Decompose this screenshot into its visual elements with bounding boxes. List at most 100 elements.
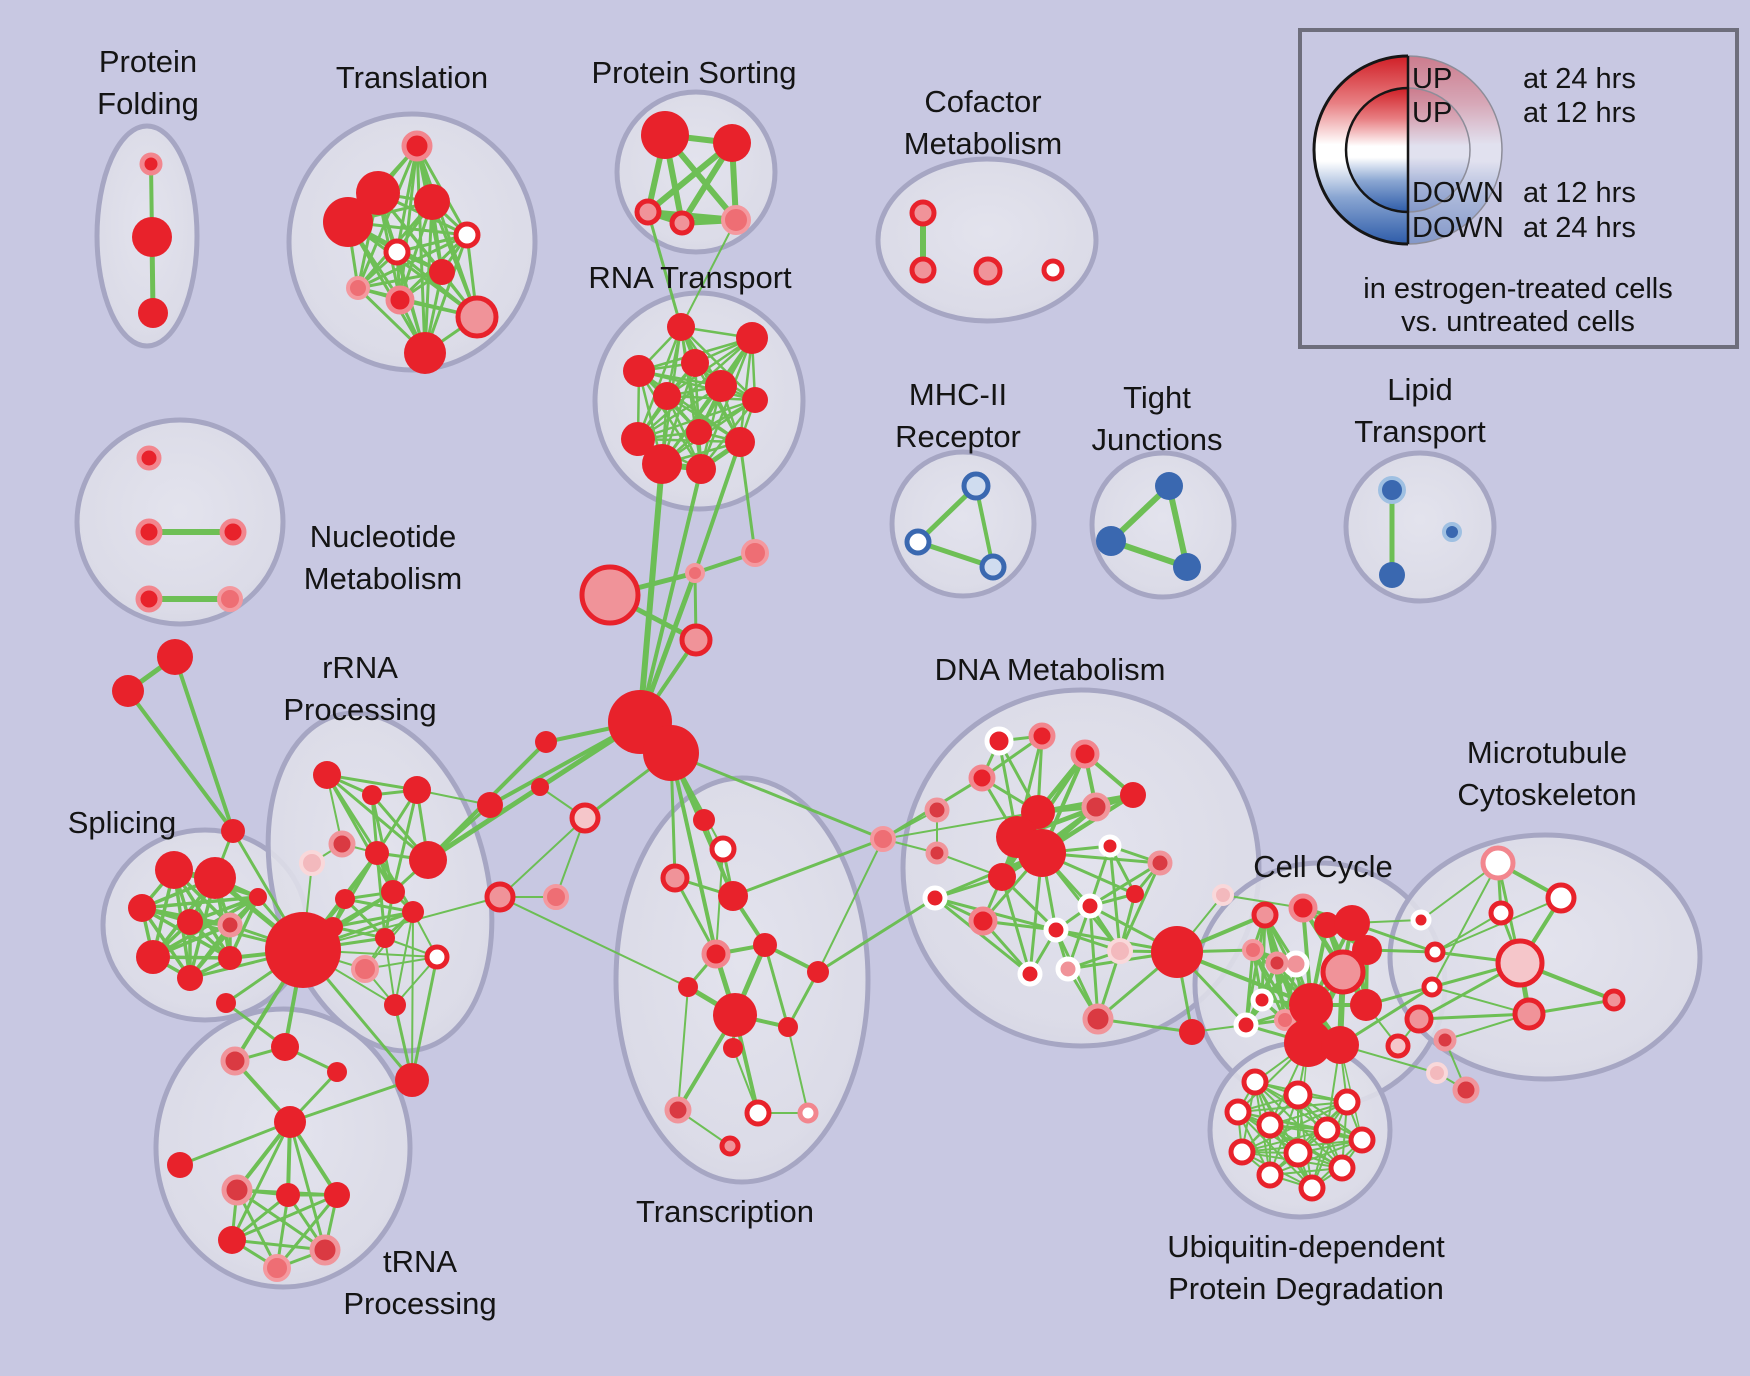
network-node-rr7 [409, 841, 447, 879]
network-node-rc2 [685, 563, 705, 583]
cluster-ellipse-lipid-transport [1343, 450, 1497, 604]
cluster-label-trna-processing: tRNA [383, 1244, 457, 1279]
network-node-t1 [167, 1152, 193, 1178]
network-node-dm4 [968, 764, 996, 792]
network-node-rt4 [623, 355, 655, 387]
network-node-dm14 [1147, 850, 1173, 876]
network-node-dm3 [1070, 739, 1100, 769]
cluster-label-ubiquitin-degradation: Protein Degradation [1168, 1271, 1444, 1306]
network-node-tl2 [356, 171, 400, 215]
network-node-ps3 [634, 198, 662, 226]
network-edge [933, 896, 1032, 976]
network-node-sp1 [155, 851, 193, 889]
network-edge [499, 817, 586, 898]
network-node-dm16 [922, 885, 948, 911]
network-edge [1311, 1101, 1348, 1189]
network-node-dm17 [968, 906, 998, 936]
legend-direction-label: UP [1412, 63, 1452, 95]
network-node-cc13 [1274, 1009, 1296, 1031]
legend-inner-left-arc [1344, 86, 1409, 214]
network-node-rt8 [686, 419, 712, 445]
network-node-dm7 [1120, 782, 1146, 808]
legend-direction-label: DOWN [1412, 212, 1504, 244]
network-edge [1417, 1012, 1531, 1021]
network-node-tl3 [414, 184, 450, 220]
network-node-ub3 [1333, 1088, 1361, 1116]
network-node-dm23 [1082, 1003, 1114, 1035]
network-edge [1431, 986, 1530, 1015]
network-node-cc2 [1251, 901, 1279, 929]
network-edge [665, 336, 754, 398]
network-edge [679, 325, 757, 402]
network-node-cc9 [1242, 939, 1264, 961]
network-node-tj2 [1096, 526, 1126, 556]
network-node-cc5 [1334, 905, 1370, 941]
network-node-ub2 [1283, 1080, 1313, 1110]
network-node-sp2 [194, 857, 236, 899]
network-node-cc7 [1320, 949, 1366, 995]
network-node-rt5 [653, 382, 681, 410]
network-node-rr14 [351, 955, 379, 983]
network-node-nm3 [219, 518, 247, 546]
network-node-cc20 [1426, 1062, 1448, 1084]
network-edge [763, 943, 790, 1029]
network-node-cc10 [1265, 951, 1289, 975]
cluster-label-rrna-processing: rRNA [322, 650, 398, 685]
network-edge [669, 751, 718, 956]
network-node-cc4 [1314, 912, 1340, 938]
legend-time-label: at 24 hrs [1523, 63, 1636, 95]
network-node-mh2 [904, 528, 932, 556]
network-edge [230, 1120, 292, 1242]
legend-direction-label: UP [1412, 97, 1452, 129]
legend-outer-left-arc [1312, 54, 1409, 246]
network-edge [817, 838, 884, 973]
network-node-dm8 [925, 841, 949, 865]
network-node-mc7 [1404, 1004, 1434, 1034]
cluster-label-trna-processing: Processing [343, 1286, 496, 1321]
network-node-t7 [263, 1254, 291, 1282]
network-edge [288, 1078, 414, 1124]
cluster-ellipse-transcription [613, 775, 871, 1185]
network-edge [1269, 1139, 1363, 1176]
cluster-label-protein-folding: Folding [97, 86, 199, 121]
network-edge [1237, 1111, 1313, 1189]
cluster-label-rna-transport: RNA Transport [588, 260, 792, 295]
node-layer [112, 111, 1626, 1282]
legend-faded-half [1408, 56, 1502, 244]
network-node-ub12 [1298, 1174, 1326, 1202]
network-edge [638, 467, 703, 724]
cluster-label-mhc-ii-receptor: Receptor [895, 419, 1021, 454]
network-edge [391, 788, 419, 894]
network-node-dm25 [1151, 926, 1203, 978]
network-node-ub9 [1283, 1138, 1313, 1168]
cluster-label-tight-junctions: Tight [1123, 380, 1191, 415]
network-node-lp1 [1378, 476, 1406, 504]
network-edge [356, 144, 419, 290]
network-node-rrc [477, 792, 503, 818]
network-node-rt1 [667, 313, 695, 341]
network-node-ps4 [669, 210, 695, 236]
network-node-tx10 [797, 1102, 819, 1124]
legend-caption: in estrogen-treated cells [1363, 273, 1673, 305]
network-edge [499, 896, 689, 988]
cluster-label-translation: Translation [336, 60, 488, 95]
network-node-t2 [221, 1174, 253, 1206]
cluster-label-rrna-processing: Processing [283, 692, 436, 727]
network-node-tx2 [701, 939, 731, 969]
network-node-sp6 [136, 940, 170, 974]
network-edge [637, 461, 665, 725]
network-node-tg1 [157, 639, 193, 675]
network-node-tl11 [404, 332, 446, 374]
network-node-hc3 [543, 884, 569, 910]
network-node-ub8 [1228, 1138, 1256, 1166]
cluster-label-mhc-ii-receptor: MHC-II [909, 377, 1007, 412]
network-node-rc1 [741, 539, 769, 567]
network-node-cc21 [1452, 1076, 1480, 1104]
network-node-nm2 [135, 518, 163, 546]
legend: UP at 24 hrs UP at 12 hrs DOWN at 12 hrs DOWN a… [1298, 28, 1739, 349]
network-node-nm5 [217, 586, 243, 612]
network-node-hc4 [693, 809, 715, 831]
network-edge [275, 1193, 339, 1270]
network-node-mc2 [1545, 882, 1577, 914]
